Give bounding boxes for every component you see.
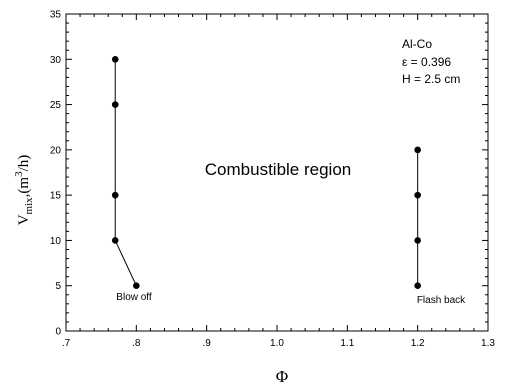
y-axis-label-sup: 3 bbox=[13, 171, 25, 177]
series-1-point bbox=[111, 237, 119, 244]
y-tick-label: 30 bbox=[50, 55, 62, 66]
series-1-point bbox=[111, 191, 119, 199]
annotation-blow-off: Blow off bbox=[116, 292, 152, 303]
series-2-point bbox=[414, 282, 421, 290]
series-1-line bbox=[114, 59, 137, 286]
x-axis-label: Φ bbox=[276, 367, 288, 385]
plot-frame bbox=[65, 13, 489, 332]
series-2-point bbox=[414, 146, 421, 154]
y-tick-label: 0 bbox=[55, 327, 61, 338]
y-axis-label-main: V bbox=[16, 214, 32, 225]
y-tick-label: 10 bbox=[50, 236, 62, 247]
series-2-point bbox=[414, 191, 421, 199]
series-1-point bbox=[111, 55, 119, 63]
y-axis-label-sub: mix bbox=[23, 197, 35, 215]
info-line-2: ε = 0.396 bbox=[402, 55, 451, 69]
y-tick-label: 35 bbox=[50, 10, 62, 21]
y-tick-label: 5 bbox=[55, 281, 61, 292]
y-tick-label: 20 bbox=[50, 145, 62, 156]
annotation-region: Combustible region bbox=[205, 160, 351, 179]
x-tick-label: 1.3 bbox=[481, 338, 495, 349]
info-line-3: H = 2.5 cm bbox=[402, 72, 460, 86]
x-tick-label: 1.2 bbox=[411, 338, 425, 349]
series-1-point bbox=[111, 101, 119, 108]
y-axis-label-units: ,(m bbox=[16, 177, 32, 198]
x-tick-label: .8 bbox=[132, 338, 141, 349]
y-tick-label: 15 bbox=[50, 191, 62, 202]
y-tick-label: 25 bbox=[50, 100, 62, 111]
info-line-1: Al-Co bbox=[402, 37, 432, 51]
x-tick-label: 1.0 bbox=[270, 338, 284, 349]
annotation-flash-back: Flash back bbox=[417, 295, 466, 306]
series-layer bbox=[111, 55, 421, 290]
series-2-point bbox=[414, 237, 421, 244]
y-axis-label-tail: /h) bbox=[16, 155, 32, 172]
x-tick-label: 1.1 bbox=[340, 338, 354, 349]
series-1-point bbox=[133, 282, 140, 290]
x-tick-label: .9 bbox=[202, 338, 211, 349]
y-axis-label: Vmix,(m3/h) bbox=[13, 155, 35, 226]
x-tick-label: .7 bbox=[62, 338, 71, 349]
